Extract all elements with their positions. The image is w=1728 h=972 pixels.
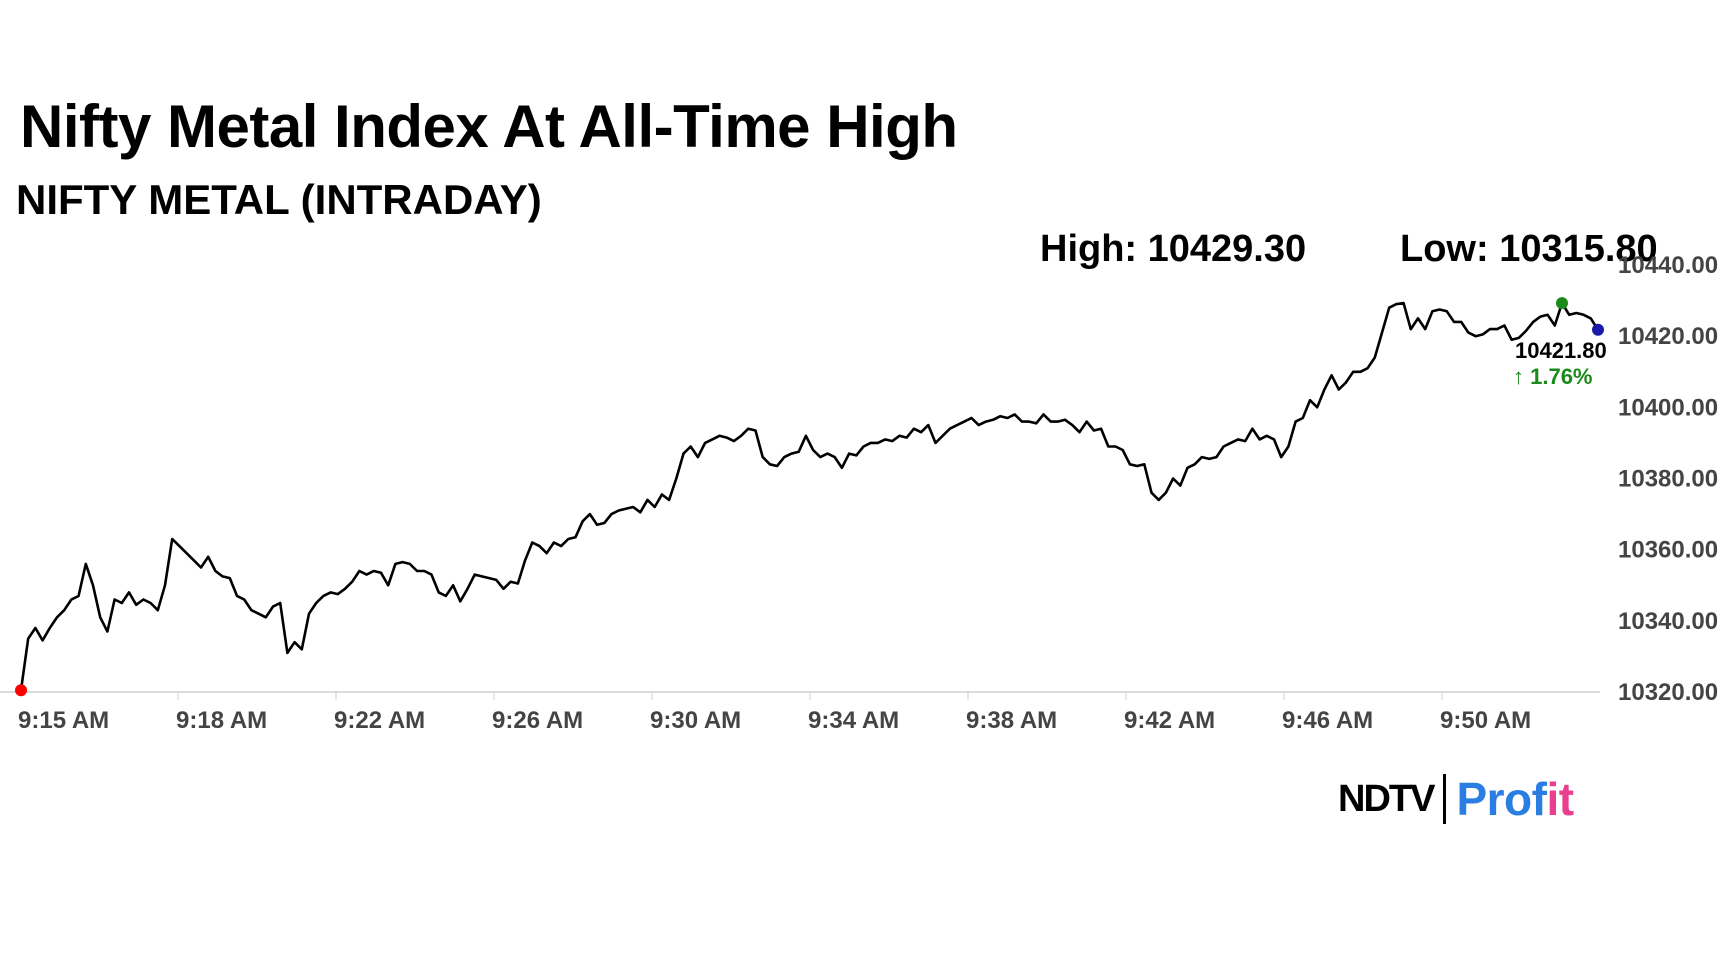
x-tick-label: 9:50 AM (1440, 707, 1531, 734)
price-series-line (19, 301, 1600, 691)
x-tick-label: 9:38 AM (966, 707, 1057, 734)
last-price-label: 10421.80 (1515, 338, 1607, 363)
high-value-label: High: 10429.30 (1040, 228, 1307, 270)
y-tick-label: 10320.00 (1618, 679, 1718, 706)
y-tick-label: 10420.00 (1618, 323, 1718, 350)
y-tick-label: 10440.00 (1618, 252, 1718, 279)
x-tick-label: 9:18 AM (176, 707, 267, 734)
y-tick-label: 10380.00 (1618, 466, 1718, 493)
ndtv-profit-logo: NDTV Profit (1338, 773, 1574, 825)
x-tick-label: 9:42 AM (1124, 707, 1215, 734)
profit-logo-text: Profit (1456, 773, 1574, 825)
last-price-marker (1592, 323, 1604, 336)
ndtv-logo-text: NDTV (1338, 777, 1435, 820)
x-tick-label: 9:26 AM (492, 707, 583, 734)
x-tick-label: 9:34 AM (808, 707, 899, 734)
y-tick-label: 10340.00 (1618, 608, 1718, 635)
day-high-marker (1555, 297, 1568, 310)
x-axis-ticks: 9:15 AM 9:18 AM 9:22 AM 9:26 AM 9:30 AM 9:34 … (18, 692, 1531, 734)
y-tick-label: 10360.00 (1618, 537, 1718, 564)
open-price-marker (15, 684, 27, 697)
x-tick-label: 9:30 AM (650, 707, 741, 734)
change-percent-label: ↑ 1.76% (1513, 364, 1593, 389)
x-tick-label: 9:15 AM (18, 707, 109, 734)
x-tick-label: 9:46 AM (1282, 707, 1373, 734)
low-value-label: Low: 10315.80 (1400, 228, 1658, 270)
chart-subtitle: NIFTY METAL (INTRADAY) (16, 176, 542, 223)
x-tick-label: 9:22 AM (334, 707, 425, 734)
y-tick-label: 10400.00 (1618, 394, 1718, 421)
chart-title: Nifty Metal Index At All-Time High (20, 93, 958, 160)
y-axis-ticks: 10320.00 10340.00 10360.00 10380.00 10400.00… (1618, 252, 1718, 706)
logo-divider (1443, 774, 1447, 824)
